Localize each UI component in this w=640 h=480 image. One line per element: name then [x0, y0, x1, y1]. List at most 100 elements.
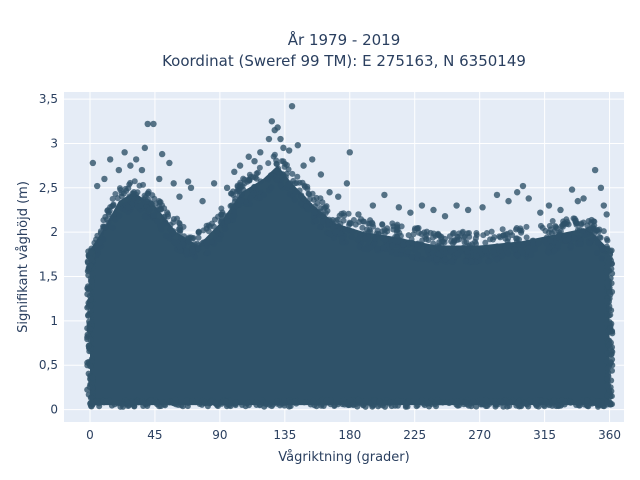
outlier-point [418, 202, 426, 209]
edge-point [499, 226, 506, 233]
x-tick-label: 225 [403, 428, 426, 442]
edge-point [195, 234, 202, 241]
edge-point [511, 246, 518, 253]
y-tick-label: 0 [50, 403, 58, 417]
edge-point [506, 399, 513, 406]
edge-point [454, 398, 461, 405]
edge-point [208, 238, 215, 245]
edge-point [171, 239, 178, 246]
outlier-point [89, 159, 97, 167]
edge-point [174, 215, 181, 222]
edge-point [410, 231, 417, 238]
y-tick-label: 0,5 [39, 358, 58, 372]
edge-point [148, 200, 155, 207]
outlier-point [223, 184, 231, 192]
edge-point [227, 202, 234, 209]
edge-point [112, 190, 119, 197]
edge-point [170, 219, 177, 226]
outlier-point [265, 135, 273, 143]
edge-point [111, 401, 118, 408]
edge-point [231, 198, 238, 205]
edge-point [84, 286, 91, 293]
edge-point [224, 218, 231, 225]
edge-point [244, 178, 251, 185]
edge-point [361, 218, 368, 225]
edge-point [430, 240, 437, 247]
edge-point [608, 393, 615, 400]
edge-point [273, 167, 280, 174]
edge-point [126, 193, 133, 200]
edge-point [607, 359, 614, 366]
edge-point [392, 250, 399, 257]
edge-point [260, 192, 267, 199]
edge-point [291, 196, 298, 203]
edge-point [256, 164, 263, 171]
edge-point [341, 401, 348, 408]
edge-point [310, 397, 317, 404]
edge-point [183, 249, 190, 256]
edge-point [604, 263, 611, 270]
edge-point [409, 239, 416, 246]
outlier-point [464, 206, 472, 214]
edge-point [405, 248, 412, 255]
edge-point [542, 227, 549, 234]
y-tick-label: 3 [50, 136, 58, 150]
edge-point [97, 228, 104, 235]
edge-point [400, 241, 407, 248]
edge-point [546, 222, 553, 229]
edge-point [87, 307, 94, 314]
edge-point [522, 400, 529, 407]
edge-point [359, 224, 366, 231]
edge-point [599, 246, 606, 253]
edge-point [267, 172, 274, 179]
edge-point [604, 365, 611, 372]
edge-point [603, 279, 610, 286]
edge-point [433, 403, 440, 410]
edge-point [603, 236, 610, 243]
edge-point [376, 398, 383, 405]
edge-point [444, 399, 451, 406]
edge-point [603, 383, 610, 390]
edge-point [517, 225, 524, 232]
edge-point [454, 250, 461, 257]
edge-point [222, 398, 229, 405]
edge-point [153, 399, 160, 406]
edge-point [518, 248, 525, 255]
edge-point [216, 236, 223, 243]
edge-point [472, 258, 479, 265]
edge-point [595, 228, 602, 235]
edge-point [210, 223, 217, 230]
edge-point [323, 396, 330, 403]
edge-point [552, 224, 559, 231]
chart-title-line-1: År 1979 - 2019 [288, 30, 401, 49]
y-tick-label: 3,5 [39, 92, 58, 106]
outlier-point [441, 212, 449, 220]
edge-point [122, 185, 129, 192]
edge-point [273, 157, 280, 164]
edge-point [439, 399, 446, 406]
edge-point [394, 397, 401, 404]
outlier-point [187, 184, 195, 192]
edge-point [340, 217, 347, 224]
x-tick-label: 270 [468, 428, 491, 442]
edge-point [451, 237, 458, 244]
edge-point [224, 212, 231, 219]
edge-point [535, 240, 542, 247]
edge-point [87, 302, 94, 309]
edge-point [483, 229, 490, 236]
edge-point [606, 289, 613, 296]
edge-point [323, 203, 330, 210]
edge-point [514, 252, 521, 259]
edge-point [472, 240, 479, 247]
edge-point [84, 386, 91, 393]
edge-point [414, 251, 421, 258]
outlier-point [170, 180, 177, 187]
edge-point [509, 232, 516, 239]
edge-point [257, 178, 264, 185]
edge-point [530, 240, 537, 247]
edge-point [167, 226, 174, 233]
edge-point [425, 237, 432, 244]
edge-point [306, 191, 313, 198]
edge-point [502, 245, 509, 252]
edge-point [277, 182, 284, 189]
